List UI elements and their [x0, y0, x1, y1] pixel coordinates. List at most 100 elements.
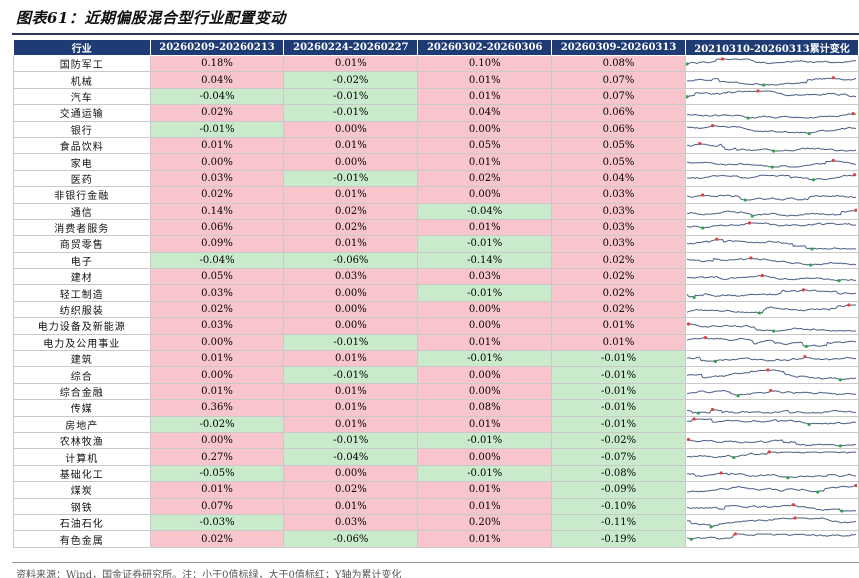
table-row: 国防军工 0.18% 0.01% 0.10% 0.08% — [13, 54, 859, 73]
sparkline-low-marker — [810, 247, 814, 251]
weekly-change-cell: -0.01% — [283, 87, 419, 106]
weekly-change-cell: -0.01% — [417, 350, 553, 368]
weekly-change-cell: -0.02% — [551, 431, 686, 450]
sparkline-chart — [686, 322, 856, 333]
sparkline-high-marker — [747, 220, 752, 225]
cumulative-sparkline-cell — [684, 382, 859, 401]
cumulative-sparkline-cell — [684, 153, 859, 171]
cumulative-sparkline-cell — [684, 366, 859, 384]
weekly-change-cell: 0.01% — [283, 235, 419, 253]
sparkline-high-marker — [700, 193, 705, 197]
weekly-change-cell: -0.03% — [149, 513, 285, 532]
sparkline-series — [686, 142, 857, 152]
sparkline-low-marker — [837, 278, 841, 283]
sparkline-low-marker — [750, 214, 754, 218]
weekly-change-cell: -0.01% — [283, 169, 419, 188]
weekly-change-cell: 0.01% — [283, 136, 419, 155]
sparkline-chart — [686, 237, 857, 251]
sparkline-low-marker — [732, 456, 736, 460]
weekly-change-cell: 0.09% — [149, 235, 285, 253]
weekly-change-cell: -0.01% — [417, 431, 553, 450]
sparkline-low-marker — [804, 345, 808, 349]
sparkline-high-marker — [715, 237, 719, 241]
industry-name-cell: 建材 — [13, 268, 151, 286]
cumulative-sparkline-cell — [684, 284, 859, 302]
weekly-change-cell: 0.08% — [417, 399, 553, 417]
weekly-change-cell: -0.02% — [283, 71, 419, 89]
sparkline-low-marker — [771, 149, 776, 153]
weekly-change-cell: -0.01% — [283, 366, 419, 384]
industry-name-cell: 通信 — [13, 202, 151, 220]
sparkline-chart — [686, 483, 857, 494]
industry-name-cell: 电子 — [13, 251, 151, 270]
weekly-change-cell: 0.01% — [417, 153, 553, 171]
sparkline-series — [686, 194, 857, 201]
sparkline-series — [686, 238, 857, 250]
industry-name-cell: 医药 — [13, 169, 151, 188]
weekly-change-cell: 0.18% — [149, 54, 285, 73]
sparkline-low-marker — [757, 310, 761, 315]
sparkline-high-marker — [801, 288, 806, 292]
sparkline-low-marker — [840, 509, 844, 513]
table-row: 计算机 0.27% -0.04% 0.00% -0.07% — [13, 448, 859, 466]
sparkline-series — [686, 58, 857, 65]
table-row: 农林牧渔 0.00% -0.01% -0.01% -0.02% — [13, 431, 859, 450]
sparkline-chart — [686, 173, 857, 182]
sparkline-low-marker — [700, 225, 705, 230]
weekly-change-cell: 0.01% — [417, 481, 553, 499]
table-row: 轻工制造 0.03% 0.00% -0.01% 0.02% — [13, 284, 859, 302]
weekly-change-cell: 0.03% — [417, 268, 553, 286]
weekly-change-cell: 0.01% — [149, 350, 285, 368]
sparkline-series — [686, 257, 857, 266]
sparkline-series — [686, 289, 857, 299]
sparkline-high-marker — [719, 471, 723, 476]
sparkline-chart — [686, 158, 857, 169]
industry-name-cell: 房地产 — [13, 415, 151, 433]
sparkline-low-marker — [838, 378, 842, 382]
header-week-1: 20260209-20260213 — [149, 39, 285, 56]
sparkline-low-marker — [811, 178, 815, 182]
sparkline-high-marker — [710, 407, 715, 411]
table-row: 传媒 0.36% 0.01% 0.08% -0.01% — [13, 399, 859, 417]
industry-name-cell: 有色金属 — [13, 530, 151, 548]
weekly-change-cell: 0.02% — [551, 268, 686, 286]
table-row: 交通运输 0.02% -0.01% 0.04% 0.06% — [13, 104, 859, 122]
cumulative-sparkline-cell — [684, 497, 859, 515]
weekly-change-cell: 0.02% — [149, 186, 285, 204]
weekly-change-cell: 0.01% — [551, 317, 686, 335]
sparkline-chart — [686, 471, 857, 480]
weekly-change-cell: -0.01% — [551, 350, 686, 368]
table-row: 房地产 -0.02% 0.01% 0.01% -0.01% — [13, 415, 859, 433]
cumulative-sparkline-cell — [684, 415, 859, 433]
cumulative-sparkline-cell — [684, 513, 859, 532]
weekly-change-cell: -0.06% — [283, 251, 419, 270]
weekly-change-cell: 0.01% — [283, 399, 419, 417]
weekly-change-cell: -0.01% — [551, 382, 686, 401]
weekly-change-cell: -0.01% — [283, 431, 419, 450]
industry-name-cell: 食品饮料 — [13, 136, 151, 155]
weekly-change-cell: -0.05% — [149, 464, 285, 483]
sparkline-low-marker — [686, 95, 689, 99]
weekly-change-cell: -0.04% — [149, 251, 285, 270]
weekly-change-cell: 0.36% — [149, 399, 285, 417]
sparkline-low-marker — [838, 443, 842, 448]
weekly-change-cell: 0.00% — [283, 120, 419, 138]
header-industry: 行业 — [13, 39, 151, 56]
weekly-change-cell: 0.00% — [417, 448, 553, 466]
sparkline-chart — [686, 503, 857, 513]
weekly-change-cell: 0.01% — [149, 382, 285, 401]
sparkline-low-marker — [746, 116, 750, 120]
sparkline-chart — [686, 388, 857, 397]
cumulative-sparkline-cell — [684, 464, 859, 483]
cumulative-sparkline-cell — [684, 235, 859, 253]
sparkline-low-marker — [713, 359, 717, 363]
weekly-change-cell: 0.00% — [417, 382, 553, 401]
weekly-change-cell: 0.00% — [417, 317, 553, 335]
sparkline-chart — [686, 417, 857, 427]
weekly-change-cell: 0.01% — [417, 333, 553, 352]
weekly-change-cell: 0.07% — [551, 87, 686, 106]
weekly-change-cell: 0.05% — [149, 268, 285, 286]
sparkline-series — [686, 472, 857, 479]
weekly-change-cell: 0.00% — [283, 284, 419, 302]
industry-name-cell: 轻工制造 — [13, 284, 151, 302]
